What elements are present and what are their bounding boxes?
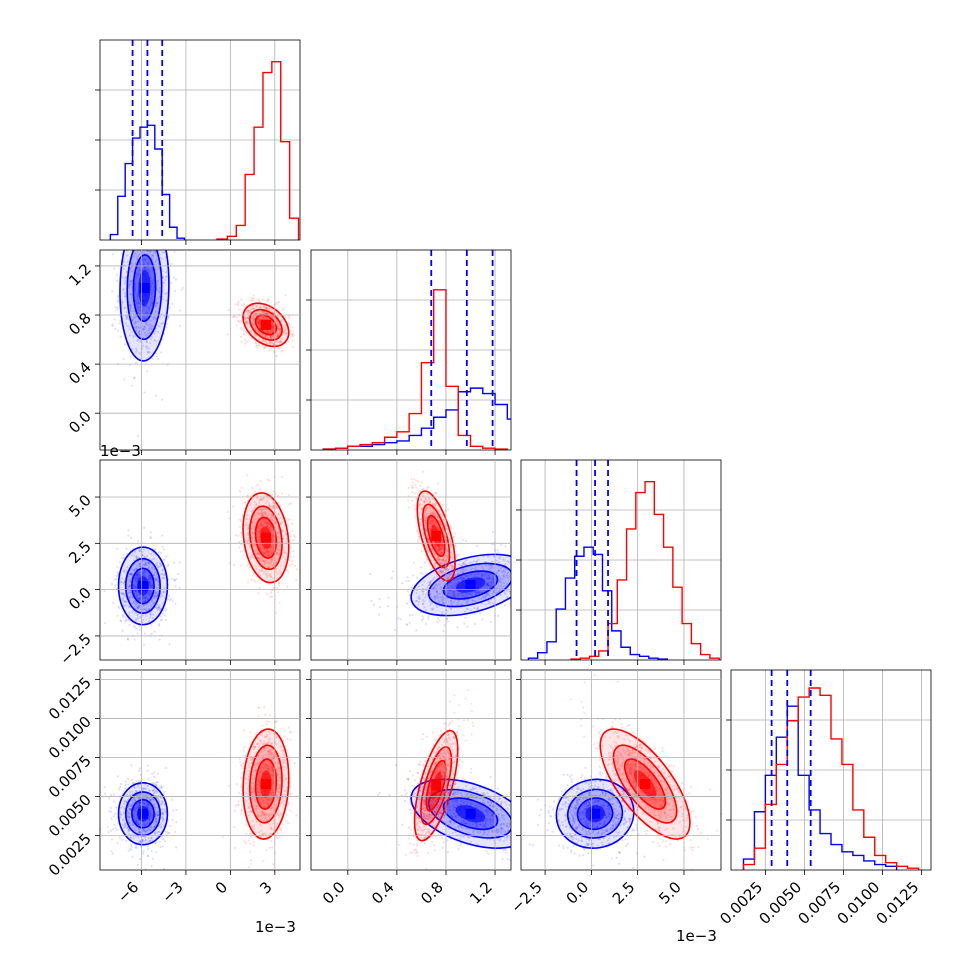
panel-frame: [99, 249, 301, 451]
y-tick-label: 1.2: [65, 260, 95, 290]
density-peak: [260, 779, 271, 790]
density-peak: [465, 580, 476, 590]
histogram-series-1: [570, 480, 720, 660]
x-tick-label: −6: [114, 878, 142, 906]
y-tick-label: 0.0025: [45, 830, 95, 880]
scatter-panel-2-0: [99, 459, 301, 661]
y-tick-label: 0.0100: [45, 713, 95, 763]
y-tick-label: 0.0075: [45, 752, 95, 802]
y-tick-label: −2.5: [56, 630, 94, 668]
scatter-panel-3-1: [310, 669, 512, 871]
offset-label: 1e−3: [676, 927, 717, 945]
histogram-panel-0: [95, 39, 301, 245]
x-tick-label: 0: [212, 878, 231, 897]
y-tick-label: 0.4: [65, 358, 95, 388]
density-peak: [640, 779, 651, 790]
density-peak: [260, 532, 271, 543]
x-tick-label: 0.8: [417, 878, 447, 908]
x-tick-label: 0.0125: [873, 878, 923, 928]
histogram-series-0: [742, 705, 898, 870]
panel-frame: [99, 39, 301, 241]
density-peak: [137, 580, 148, 591]
x-tick-label: 0.4: [368, 878, 398, 908]
y-tick-label: 0.0050: [45, 791, 95, 841]
x-tick-label: 0.0: [563, 878, 593, 908]
offset-label: 1e−3: [100, 442, 141, 460]
y-tick-label: 0.8: [65, 309, 95, 339]
x-tick-label: 0.0100: [834, 878, 884, 928]
histogram-series-1: [216, 60, 300, 240]
x-tick-label: 0.0075: [794, 878, 844, 928]
density-peak: [431, 780, 442, 791]
panel-frame: [99, 669, 301, 871]
x-tick-label: 3: [256, 878, 275, 897]
x-tick-label: 0.0050: [755, 878, 805, 928]
density-peak: [139, 283, 150, 294]
panel-frame: [99, 459, 301, 661]
y-tick-label: 0.0: [65, 584, 95, 614]
density-peak: [590, 808, 601, 819]
x-tick-label: −3: [158, 878, 186, 906]
panel-frame: [520, 459, 722, 661]
y-tick-label: 2.5: [65, 537, 95, 567]
offset-label: 1e−3: [255, 918, 296, 936]
histogram-series-0: [109, 124, 186, 240]
panel-frame: [310, 459, 512, 661]
scatter-panel-2-1: [310, 459, 512, 661]
histogram-series-1: [322, 289, 509, 450]
density-peak: [137, 808, 148, 819]
panel-frame: [730, 669, 932, 871]
scatter-panel-3-2: [520, 669, 722, 871]
density-peak: [465, 808, 476, 819]
x-tick-label: 1.2: [466, 878, 496, 908]
x-tick-label: 2.5: [609, 878, 639, 908]
x-tick-label: 5.0: [655, 878, 685, 908]
x-tick-label: 0.0025: [716, 878, 766, 928]
x-tick-label: 0.0: [319, 878, 349, 908]
panel-frame: [520, 669, 722, 871]
density-peak: [431, 530, 442, 541]
density-peak: [260, 319, 271, 330]
panel-frame: [310, 249, 512, 451]
x-tick-label: −2.5: [507, 878, 545, 916]
scatter-panel-3-0: [99, 669, 301, 871]
y-tick-label: 0.0125: [45, 673, 95, 723]
y-tick-label: 0.0: [65, 407, 95, 437]
panel-frame: [310, 669, 512, 871]
scatter-panel-1-0: [99, 249, 301, 451]
histogram-panel-1: [306, 249, 512, 455]
histogram-panel-2: [516, 459, 722, 665]
y-tick-label: 5.0: [65, 491, 95, 521]
histogram-series-0: [527, 546, 668, 660]
